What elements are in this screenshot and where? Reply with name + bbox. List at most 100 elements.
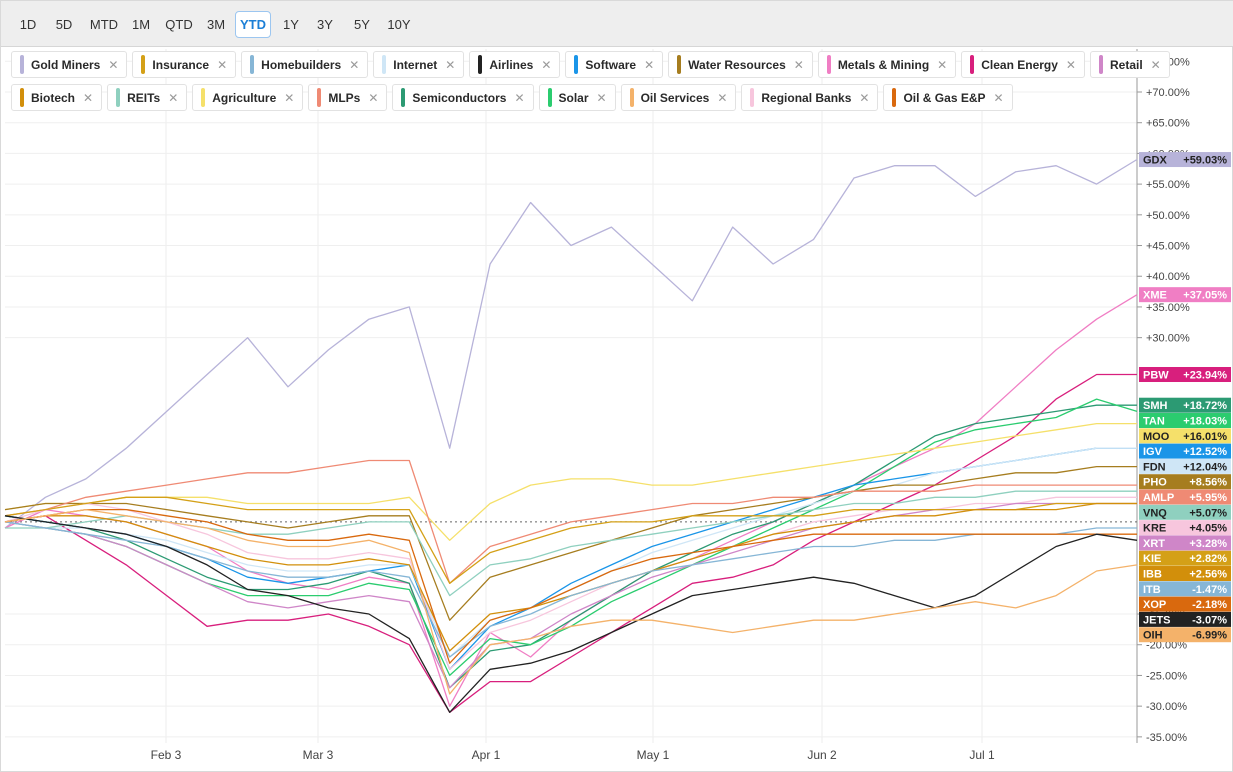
series-line-oih[interactable] <box>4 508 1138 695</box>
remove-series-icon[interactable]: ✕ <box>368 90 379 105</box>
legend-chip[interactable]: Biotech ✕ <box>11 84 103 111</box>
remove-series-icon[interactable]: ✕ <box>717 90 728 105</box>
remove-series-icon[interactable]: ✕ <box>284 90 295 105</box>
series-line-itb[interactable] <box>4 521 1137 658</box>
remove-series-icon[interactable]: ✕ <box>108 57 119 72</box>
remove-series-icon[interactable]: ✕ <box>793 57 804 72</box>
range-button-ytd[interactable]: YTD <box>235 11 271 38</box>
series-line-xop[interactable] <box>4 508 1137 664</box>
legend-chip[interactable]: MLPs ✕ <box>308 84 388 111</box>
remove-series-icon[interactable]: ✕ <box>1065 57 1076 72</box>
legend-swatch <box>20 88 24 107</box>
x-tick-label: Apr 1 <box>472 748 501 762</box>
y-tick-label: -30.00% <box>1146 701 1187 713</box>
legend-chip[interactable]: Clean Energy ✕ <box>961 51 1085 78</box>
price-label-bg <box>1139 413 1231 429</box>
series-line-pho[interactable] <box>4 465 1137 621</box>
remove-series-icon[interactable]: ✕ <box>993 90 1004 105</box>
remove-series-icon[interactable]: ✕ <box>83 90 94 105</box>
price-label-ticker: XOP <box>1143 599 1166 611</box>
range-button-qtd[interactable]: QTD <box>165 17 193 32</box>
legend: Gold Miners ✕ Insurance ✕ Homebuilders ✕ Inter… <box>11 51 1170 117</box>
series-line-kie[interactable] <box>4 496 1137 584</box>
range-button-5d[interactable]: 5D <box>55 17 73 32</box>
legend-chip[interactable]: Semiconductors ✕ <box>392 84 534 111</box>
legend-chip[interactable]: Insurance ✕ <box>132 51 237 78</box>
legend-swatch <box>547 88 552 107</box>
series-line-moo[interactable] <box>4 422 1137 541</box>
legend-chip[interactable]: Retail ✕ <box>1089 51 1170 78</box>
price-label-bg <box>1139 489 1231 505</box>
legend-chip[interactable]: Regional Banks ✕ <box>741 84 879 111</box>
series-line-jets[interactable] <box>4 515 1138 713</box>
legend-chip[interactable]: Oil Services ✕ <box>620 84 737 111</box>
series-line-ibb[interactable] <box>4 502 1137 652</box>
price-label-value: +18.72% <box>1183 400 1227 412</box>
series-line-pbw[interactable] <box>4 373 1137 713</box>
price-label-xop: XOP -2.18% <box>1139 596 1231 612</box>
legend-label: Homebuilders <box>261 57 342 72</box>
price-label-ticker: ITB <box>1143 584 1161 596</box>
series-line-amlp[interactable] <box>4 459 1137 584</box>
legend-chip[interactable]: Homebuilders ✕ <box>241 51 369 78</box>
price-label-ticker: KIE <box>1143 553 1161 565</box>
series-line-kre[interactable] <box>4 496 1137 670</box>
price-label-ticker: MOO <box>1143 431 1170 443</box>
legend-chip[interactable]: Oil & Gas E&P ✕ <box>883 84 1013 111</box>
legend-swatch <box>201 88 206 107</box>
range-button-5y[interactable]: 5Y <box>354 17 370 32</box>
price-label-value: +2.56% <box>1189 569 1227 581</box>
price-label-bg <box>1139 535 1231 551</box>
legend-swatch <box>750 88 755 107</box>
price-label-value: +12.52% <box>1183 446 1227 458</box>
remove-series-icon[interactable]: ✕ <box>859 90 870 105</box>
legend-chip[interactable]: Gold Miners ✕ <box>11 51 128 78</box>
remove-series-icon[interactable]: ✕ <box>349 57 360 72</box>
range-button-3m[interactable]: 3M <box>206 17 226 32</box>
price-label-tan: TAN +18.03% <box>1139 413 1231 429</box>
price-label-ticker: JETS <box>1143 614 1171 626</box>
series-line-igv[interactable] <box>4 447 1137 670</box>
remove-series-icon[interactable]: ✕ <box>217 57 228 72</box>
range-button-1d[interactable]: 1D <box>19 17 37 32</box>
range-button-mtd[interactable]: MTD <box>89 17 119 32</box>
range-button-10y[interactable]: 10Y <box>387 17 411 32</box>
remove-series-icon[interactable]: ✕ <box>1150 57 1161 72</box>
remove-series-icon[interactable]: ✕ <box>541 57 552 72</box>
legend-chip[interactable]: Agriculture ✕ <box>192 84 304 111</box>
series-layer <box>4 158 1138 713</box>
legend-chip[interactable]: Water Resources ✕ <box>668 51 813 78</box>
legend-chip[interactable]: Airlines ✕ <box>469 51 561 78</box>
legend-chip[interactable]: Solar ✕ <box>538 84 616 111</box>
legend-swatch <box>20 55 24 74</box>
remove-series-icon[interactable]: ✕ <box>644 57 655 72</box>
price-label-vnq: VNQ +5.07% <box>1139 504 1231 520</box>
remove-series-icon[interactable]: ✕ <box>937 57 948 72</box>
legend-swatch <box>970 55 975 74</box>
price-label-fdn: FDN +12.04% <box>1139 458 1231 474</box>
legend-chip[interactable]: Metals & Mining ✕ <box>817 51 957 78</box>
series-line-smh[interactable] <box>4 404 1137 689</box>
remove-series-icon[interactable]: ✕ <box>596 90 607 105</box>
remove-series-icon[interactable]: ✕ <box>168 90 179 105</box>
legend-label: Gold Miners <box>31 57 101 72</box>
legend-chip[interactable]: Internet ✕ <box>373 51 465 78</box>
y-tick-label: +40.00% <box>1146 271 1190 283</box>
price-label-bg <box>1139 367 1231 383</box>
price-label-value: +8.56% <box>1189 477 1227 489</box>
legend-chip[interactable]: REITs ✕ <box>107 84 188 111</box>
range-button-1m[interactable]: 1M <box>131 17 151 32</box>
remove-series-icon[interactable]: ✕ <box>514 90 525 105</box>
y-tick-label: -20.00% <box>1146 640 1187 652</box>
series-line-gdx[interactable] <box>4 158 1138 529</box>
legend-chip[interactable]: Software ✕ <box>565 51 664 78</box>
price-label-value: +37.05% <box>1183 290 1227 302</box>
range-button-3y[interactable]: 3Y <box>317 17 333 32</box>
range-button-1y[interactable]: 1Y <box>283 17 299 32</box>
legend-label: Oil Services <box>640 90 710 105</box>
remove-series-icon[interactable]: ✕ <box>445 57 456 72</box>
price-label-value: -1.47% <box>1192 584 1227 596</box>
legend-label: Internet <box>393 57 438 72</box>
